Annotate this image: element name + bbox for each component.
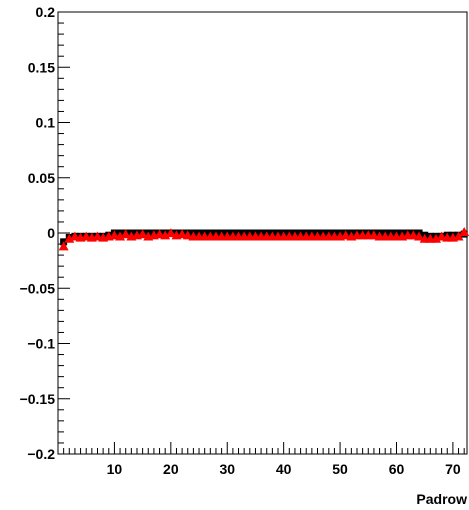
series-2-point bbox=[109, 230, 120, 240]
series-2-point bbox=[120, 229, 131, 239]
x-tick-label: 40 bbox=[276, 461, 292, 477]
y-tick-label: 0.05 bbox=[28, 170, 55, 186]
x-tick-label: 60 bbox=[389, 461, 405, 477]
y-tick-label: −0.2 bbox=[27, 446, 55, 462]
y-tick-label: 0.2 bbox=[36, 4, 56, 20]
series-2-point bbox=[453, 231, 464, 241]
series-2-point bbox=[69, 231, 80, 241]
y-tick-label: −0.15 bbox=[20, 391, 56, 407]
tick-marks bbox=[58, 11, 465, 455]
y-tick-label: −0.1 bbox=[27, 336, 55, 352]
series-2-point bbox=[414, 231, 425, 241]
series-2-point bbox=[165, 228, 176, 238]
tick-labels: 10 20 30 40 50 60 70 −0.2 −0.15 −0.1 −0.05 0 0.05 0.1… bbox=[20, 4, 461, 477]
x-tick-label: 30 bbox=[219, 461, 235, 477]
x-axis-title: Padrow bbox=[416, 491, 467, 507]
series-2-point bbox=[436, 231, 447, 241]
data-markers bbox=[58, 227, 469, 251]
y-tick-label: −0.05 bbox=[20, 280, 56, 296]
y-tick-label: 0.1 bbox=[36, 115, 56, 131]
series-2-point bbox=[137, 229, 148, 239]
series-2-point bbox=[408, 230, 419, 240]
series-2-point bbox=[92, 231, 103, 241]
x-tick-label: 20 bbox=[163, 461, 179, 477]
series-2-point bbox=[459, 227, 469, 237]
series-2-point bbox=[58, 241, 69, 251]
y-tick-label: 0 bbox=[47, 225, 55, 241]
x-tick-label: 70 bbox=[445, 461, 461, 477]
y-tick-label: 0.15 bbox=[28, 59, 55, 75]
series-2-point bbox=[340, 230, 351, 240]
x-tick-label: 10 bbox=[107, 461, 123, 477]
series-2-point bbox=[182, 230, 193, 240]
series-2-point bbox=[368, 230, 379, 240]
x-tick-label: 50 bbox=[332, 461, 348, 477]
series-2-point bbox=[154, 229, 165, 239]
series-2-point bbox=[81, 231, 92, 241]
series-2-point bbox=[177, 229, 188, 239]
